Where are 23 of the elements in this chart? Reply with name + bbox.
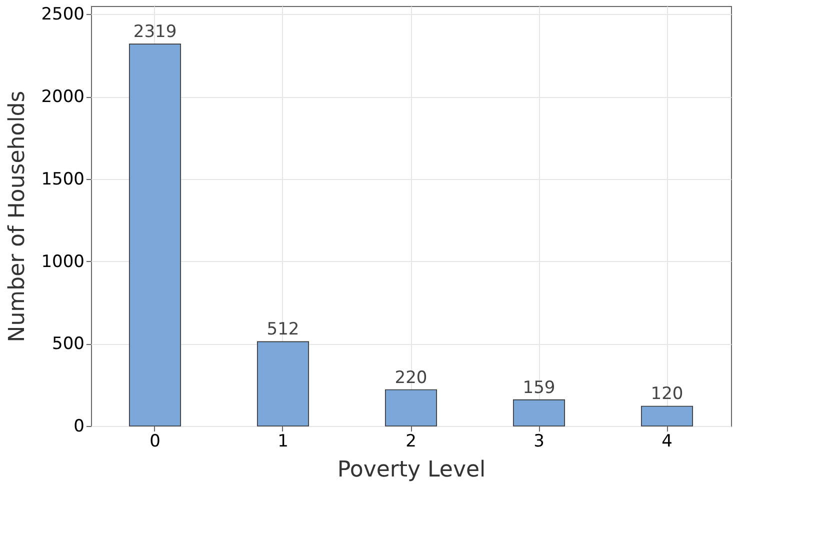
bar	[385, 389, 437, 426]
bar	[129, 44, 181, 426]
y-tick-label: 1500	[41, 169, 84, 190]
data-label: 2319	[133, 22, 177, 42]
y-tick-label: 0	[74, 416, 84, 436]
x-tick-label: 4	[662, 432, 672, 452]
data-label: 220	[394, 368, 428, 388]
y-tick-label: 2000	[41, 87, 84, 108]
y-tick-label: 1000	[41, 252, 84, 272]
x-axis-title: Poverty Level	[337, 458, 486, 482]
x-tick-label: 2	[406, 432, 416, 452]
data-label: 120	[650, 384, 684, 404]
bar	[513, 399, 565, 426]
x-tick-label: 3	[534, 432, 544, 452]
x-tick-label: 0	[150, 432, 160, 452]
x-tick-label: 1	[278, 432, 288, 452]
y-tick-label: 500	[52, 334, 84, 354]
data-label: 159	[522, 378, 556, 398]
y-axis-title: Number of Households	[5, 90, 30, 342]
y-tick-label: 2500	[41, 4, 84, 25]
bar	[641, 406, 693, 426]
bar	[257, 341, 309, 426]
data-label: 512	[266, 320, 300, 340]
